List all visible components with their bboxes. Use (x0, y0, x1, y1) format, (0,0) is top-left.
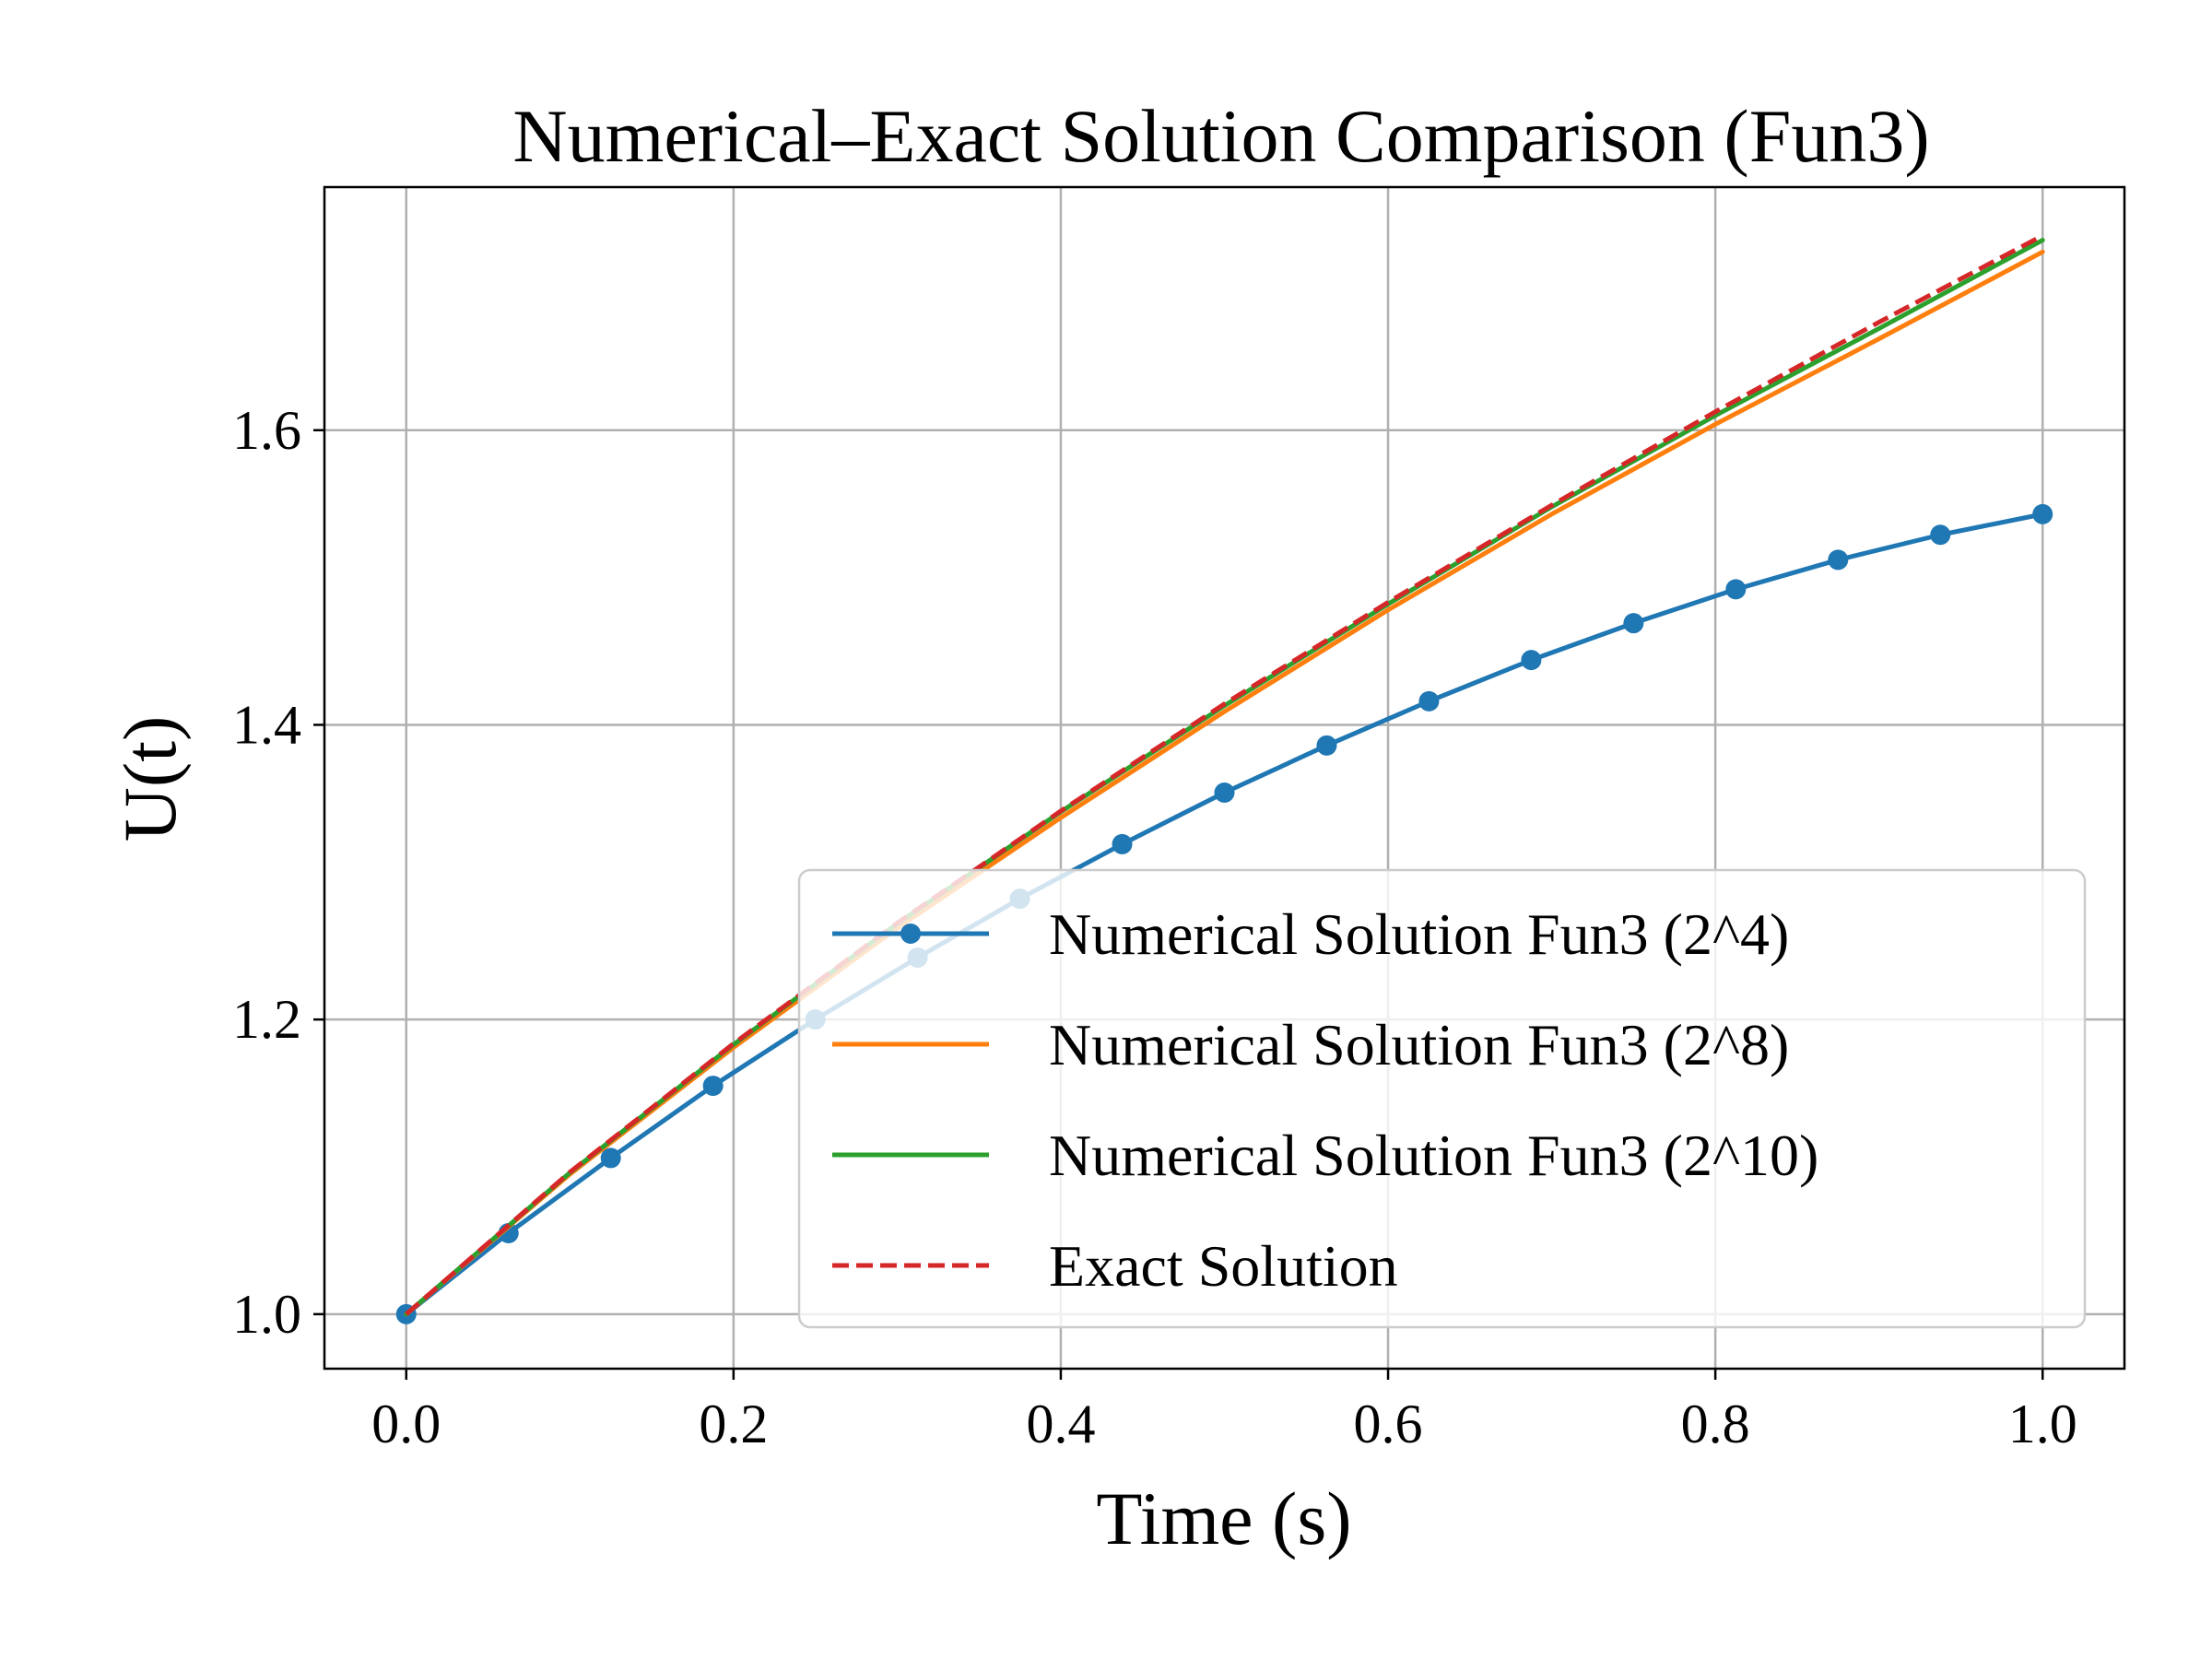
chart-title: Numerical–Exact Solution Comparison (Fun… (512, 94, 1929, 178)
legend-marker (900, 924, 921, 944)
x-tick-label: 0.2 (699, 1394, 768, 1454)
y-axis-label: U(t) (108, 716, 192, 842)
data-point (1418, 690, 1440, 712)
legend: Numerical Solution Fun3 (2^4) Numerical S… (797, 868, 2087, 1329)
data-point (1623, 613, 1644, 634)
series-line (405, 233, 2044, 1316)
x-axis-ticks: 0.0 0.2 0.4 0.6 0.8 1.0 (371, 1369, 2077, 1454)
data-point (1214, 782, 1235, 803)
data-point (2032, 503, 2053, 524)
series-4 (405, 233, 2044, 1316)
x-axis-label: Time (s) (1096, 1477, 1351, 1560)
y-tick-label: 1.4 (232, 694, 301, 755)
data-point (702, 1076, 724, 1097)
x-tick-label: 0.6 (1354, 1394, 1423, 1454)
grid-lines (324, 187, 2124, 1369)
plot-series (395, 233, 2053, 1324)
y-tick-label: 1.2 (232, 989, 301, 1050)
data-point (600, 1147, 621, 1169)
data-point (1725, 579, 1747, 600)
plot-frame (323, 185, 2126, 1371)
data-point (1828, 549, 1849, 571)
x-tick-label: 0.8 (1681, 1394, 1750, 1454)
legend-box (797, 868, 2087, 1329)
legend-item: Exact Solution (832, 1233, 1398, 1299)
legend-label: Exact Solution (1049, 1233, 1398, 1299)
x-tick-label: 0.4 (1026, 1394, 1095, 1454)
legend-item: Numerical Solution Fun3 (2^4) (832, 901, 1789, 967)
legend-label: Numerical Solution Fun3 (2^8) (1049, 1012, 1789, 1077)
y-tick-label: 1.6 (232, 400, 301, 461)
data-point (1112, 833, 1133, 854)
data-point (1316, 735, 1337, 756)
legend-label: Numerical Solution Fun3 (2^10) (1049, 1123, 1818, 1188)
y-tick-label: 1.0 (232, 1284, 301, 1345)
x-tick-label: 1.0 (2008, 1394, 2077, 1454)
x-tick-label: 0.0 (371, 1394, 441, 1454)
legend-label: Numerical Solution Fun3 (2^4) (1049, 901, 1789, 967)
data-point (1930, 524, 1951, 546)
data-point (1521, 650, 1542, 671)
legend-item: Numerical Solution Fun3 (2^10) (832, 1123, 1818, 1188)
legend-item: Numerical Solution Fun3 (2^8) (832, 1012, 1789, 1077)
y-axis-ticks: 1.0 1.2 1.4 1.6 (232, 400, 324, 1345)
